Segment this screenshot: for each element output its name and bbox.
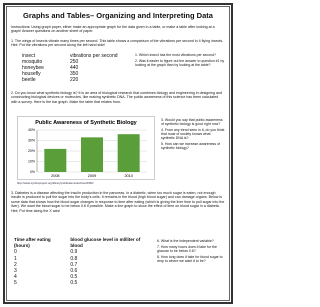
bar-chart: Public Awareness of Synthetic Biology 0% 1… [17,116,155,180]
title: Graphs and Tables– Organizing and Interp… [23,11,213,20]
question: 3. Would you say that public awareness o… [161,118,223,127]
cell: 3 [14,268,17,275]
question: 7. How many hours does it take for the g… [157,244,217,253]
header-cell: blood glucose level in ml/liter of blood [70,237,141,249]
question: 4. From any trend seen in it, do you thi… [161,127,225,141]
question: 6. What is the independent variable? [157,239,214,243]
x-tick-label: 2009 [88,174,96,178]
table-row: beetle 220 [19,77,121,83]
table-row: 0 0.9 [11,249,151,255]
cell: 0.7 [70,261,78,268]
y-tick-label: 40% [28,128,35,132]
y-tick-label: 30% [28,139,35,143]
bar [117,134,140,172]
question: 8. How long does it take for blood sugar… [157,254,223,263]
cell: 5 [14,280,17,287]
table-row: 4 0.5 [11,274,151,280]
insect-table: insect vibrations per second mosquito 250 ho… [19,53,121,83]
table-row: 2 0.7 [11,262,151,268]
cell: 220 [70,77,79,83]
y-tick-label: 0% [30,170,35,174]
cell: 0.6 [70,268,78,275]
questions: 3. Would you say that public awareness o… [161,118,225,152]
question: 5. How can we increase awareness of synt… [161,142,220,151]
question: 2. Was it easier to figure out the answe… [135,58,225,67]
table-row: 3 0.6 [11,268,151,274]
cell: 0.5 [70,274,78,281]
bar [81,137,103,172]
questions: 6. What is the independent variable? 7. H… [157,239,225,265]
header-cell: Time after eating (hours) [14,237,51,249]
cell: 0 [14,249,17,256]
table-row: mosquito 250 [19,59,121,65]
cell: 4 [14,274,17,281]
section-text: 3. Diabetes is a disease affecting the i… [11,191,225,213]
table-header: insect vibrations per second [19,53,121,59]
chart-title: Public Awareness of Synthetic Biology [35,120,137,126]
table-row: 1 0.8 [11,256,151,262]
page-body: {"title": "Graphs and Tables\u2013 Organ… [3,3,233,304]
cell: 250 [70,59,79,65]
table-row: housefly 350 [19,71,121,77]
cell: housefly [22,71,41,77]
header-cell: insect [22,53,36,59]
worksheet: Graphs and Tables– Organizing and Interp… [3,3,233,304]
cell: honeybee [22,65,44,71]
cell: 0.9 [70,249,78,256]
x-tick-label: 2008 [51,174,59,178]
x-tick-label: 2010 [124,174,132,178]
table-row: 5 0.5 [11,280,151,286]
cell: 1 [14,255,17,262]
table-row: honeybee 440 [19,65,121,71]
cell: 2 [14,261,17,268]
questions: 1. Which insect has the most vibrations … [135,53,225,69]
cell: 0.5 [70,280,78,287]
cell: 350 [70,71,79,77]
question: 1. Which insect has the most vibrations … [135,53,216,57]
section-text: 1. The wings of insects vibrate many tim… [11,39,224,48]
glucose-table: Time after eating (hours) blood glucose l… [11,237,151,287]
y-tick-label: 20% [28,149,35,153]
instructions: Instructions: Using graph paper, either … [11,25,215,34]
cell: 0.8 [70,255,78,262]
cell: 440 [70,65,79,71]
header-cell: vibrations per second [70,53,118,59]
source: http://www.synbioproject.org/library/pub… [17,181,94,185]
section-text: 2. Do you know what synthetic biology is… [11,91,222,104]
cell: beetle [22,77,36,83]
bar [44,148,67,172]
cell: mosquito [22,59,43,65]
y-tick-label: 10% [28,160,35,164]
table-header: Time after eating (hours) blood glucose l… [11,237,151,249]
